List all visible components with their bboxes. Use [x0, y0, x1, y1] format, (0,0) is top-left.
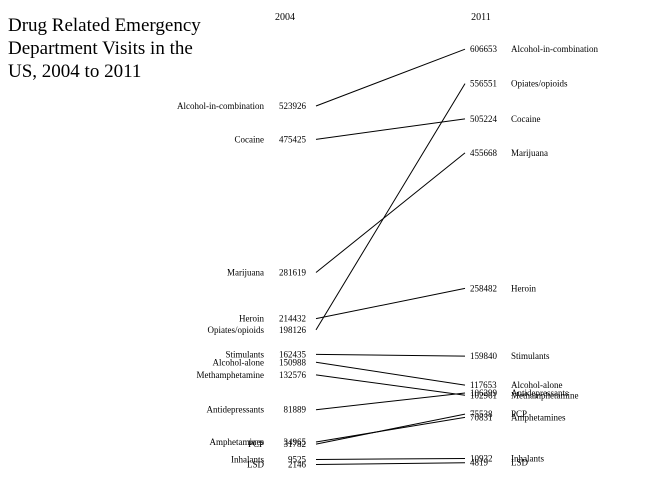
value-2004-stimulants: 162435: [279, 349, 307, 359]
label-2011-antidepressants: Antidepressants: [511, 388, 569, 398]
column-header-2011: 2011: [471, 12, 491, 23]
label-2004-heroin: Heroin: [239, 314, 264, 324]
slope-line-amphetamines: [315, 416, 466, 443]
slope-line-heroin: [315, 287, 466, 320]
label-2011-opiates-opioids: Opiates/opioids: [511, 79, 568, 89]
value-2011-cocaine: 505224: [470, 114, 498, 124]
label-2004-antidepressants: Antidepressants: [207, 405, 265, 415]
label-2004-alcohol-in-combination: Alcohol-in-combination: [177, 101, 264, 111]
value-2004-heroin: 214432: [279, 314, 306, 324]
label-2011-pcp: PCP: [511, 409, 527, 419]
label-2011-inhalants: Inhalants: [511, 453, 544, 463]
label-2011-marijuana: Marijuana: [511, 148, 548, 158]
label-2004-opiates-opioids: Opiates/opioids: [208, 325, 265, 335]
slope-line-cocaine: [315, 118, 466, 140]
label-2011-stimulants: Stimulants: [511, 351, 550, 361]
value-2011-methamphetamine: 102961: [470, 390, 497, 400]
label-2004-amphetamines: Amphetamines: [210, 437, 265, 447]
value-2011-alcohol-in-combination: 606653: [470, 44, 498, 54]
label-2004-alcohol-alone: Alcohol-alone: [213, 357, 264, 367]
slope-line-alcohol-alone: [315, 361, 466, 386]
label-2004-lsd: LSD: [247, 460, 265, 470]
value-2011-inhalants: 10932: [470, 453, 493, 463]
slope-line-stimulants: [315, 353, 466, 357]
value-2004-amphetamines: 34965: [284, 437, 307, 447]
value-2011-opiates-opioids: 556551: [470, 79, 497, 89]
slope-line-opiates-opioids: [315, 83, 466, 331]
value-2004-methamphetamine: 132576: [279, 370, 307, 380]
label-2011-alcohol-in-combination: Alcohol-in-combination: [511, 44, 598, 54]
value-2011-antidepressants: 106299: [470, 388, 498, 398]
label-2004-marijuana: Marijuana: [227, 268, 264, 278]
label-2004-methamphetamine: Methamphetamine: [197, 370, 264, 380]
value-2011-heroin: 258482: [470, 283, 497, 293]
label-2004-cocaine: Cocaine: [235, 134, 265, 144]
value-2011-alcohol-alone: 117653: [470, 380, 497, 390]
label-2011-alcohol-alone: Alcohol-alone: [511, 380, 562, 390]
value-2011-stimulants: 159840: [470, 351, 498, 361]
value-2004-lsd: 2146: [288, 460, 307, 470]
label-2011-cocaine: Cocaine: [511, 114, 541, 124]
label-2004-inhalants: Inhalants: [231, 454, 264, 464]
slope-line-inhalants: [315, 457, 466, 460]
value-2004-antidepressants: 81889: [284, 405, 307, 415]
chart-title: Drug Related Emergency Department Visits…: [8, 15, 201, 82]
value-2004-cocaine: 475425: [279, 134, 307, 144]
value-2004-alcohol-in-combination: 523926: [279, 101, 307, 111]
slope-line-methamphetamine: [315, 374, 466, 396]
value-2004-pcp: 31782: [284, 439, 307, 449]
value-2011-marijuana: 455668: [470, 148, 498, 158]
value-2011-pcp: 75538: [470, 409, 493, 419]
value-2004-inhalants: 9525: [288, 454, 307, 464]
label-2011-amphetamines: Amphetamines: [511, 412, 566, 422]
slope-line-marijuana: [315, 152, 466, 273]
slope-line-alcohol-in-combination: [315, 48, 466, 107]
value-2011-amphetamines: 70831: [470, 412, 493, 422]
label-2011-heroin: Heroin: [511, 283, 536, 293]
value-2004-opiates-opioids: 198126: [279, 325, 307, 335]
label-2004-stimulants: Stimulants: [225, 349, 264, 359]
value-2011-lsd: 4819: [470, 458, 489, 468]
slope-line-pcp: [315, 413, 466, 445]
value-2004-marijuana: 281619: [279, 268, 307, 278]
slope-line-lsd: [315, 462, 466, 466]
label-2004-pcp: PCP: [248, 439, 264, 449]
value-2004-alcohol-alone: 150988: [279, 357, 307, 367]
label-2011-methamphetamine: Methamphetamine: [511, 390, 578, 400]
column-header-2004: 2004: [275, 12, 295, 23]
label-2011-lsd: LSD: [511, 458, 529, 468]
slope-line-antidepressants: [315, 392, 466, 411]
